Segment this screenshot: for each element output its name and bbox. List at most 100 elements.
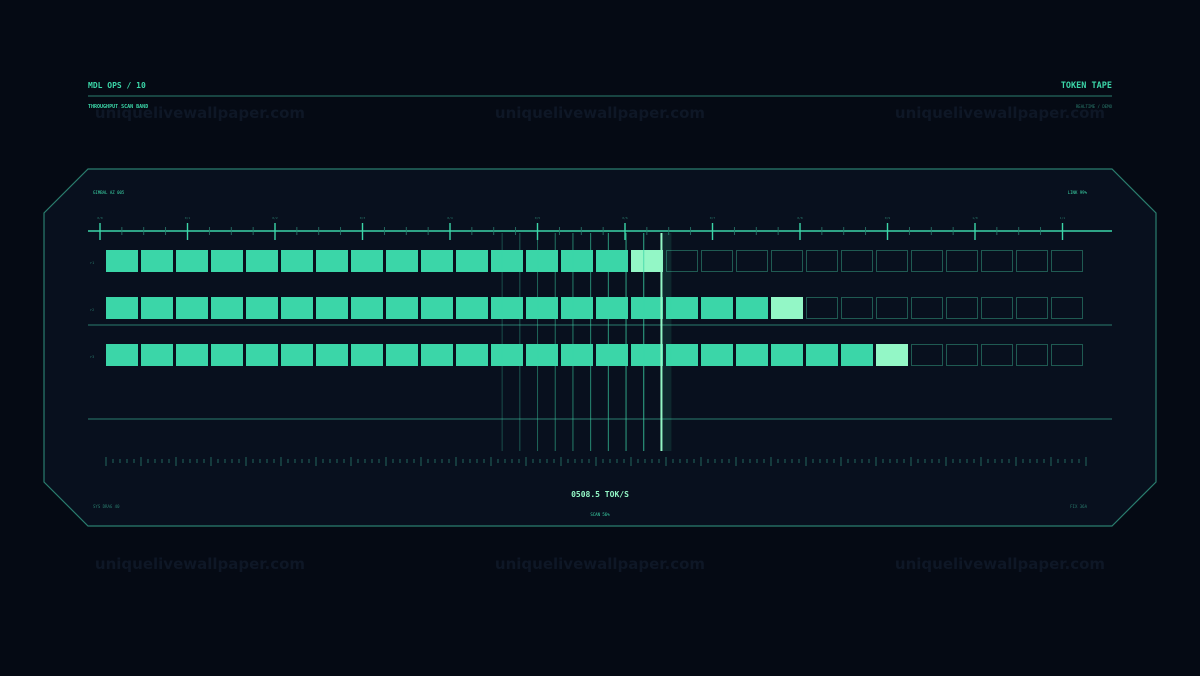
- token-cell-empty: [701, 250, 733, 272]
- token-cell-filled: [316, 344, 348, 366]
- token-cell-filled: [351, 297, 383, 319]
- token-cell-filled: [526, 297, 558, 319]
- ruler-tick-label: 0/6: [622, 216, 628, 220]
- token-cell-filled: [351, 250, 383, 272]
- watermark-text: uniquelivewallpaper.com: [495, 555, 705, 573]
- token-cell-filled: [106, 297, 138, 319]
- token-cell-filled: [421, 297, 453, 319]
- throughput-readout: 0508.5 TOK/S: [571, 490, 629, 499]
- token-cell-filled: [386, 297, 418, 319]
- token-cell-filled: [281, 297, 313, 319]
- token-cell-empty: [1016, 250, 1048, 272]
- token-cell-filled: [106, 250, 138, 272]
- scan-glow: [661, 233, 672, 451]
- token-cell-filled: [561, 250, 593, 272]
- header-left-title: MDL OPS / 10: [88, 81, 146, 90]
- token-cell-filled: [631, 344, 663, 366]
- top-ruler: 0/0 0/1 0/2 0/3 0/4 0/5 0/6 0/7 0/8 0/9 1/0 1/1: [97, 216, 1065, 240]
- token-cell-filled: [141, 344, 173, 366]
- token-cell-filled: [141, 297, 173, 319]
- token-cell-filled: [666, 297, 698, 319]
- token-cell-empty: [841, 250, 873, 272]
- token-cell-filled: [701, 344, 733, 366]
- token-cell-filled: [246, 297, 278, 319]
- watermark-text: uniquelivewallpaper.com: [895, 104, 1105, 122]
- token-cell-filled: [421, 344, 453, 366]
- token-cell-filled: [561, 297, 593, 319]
- panel-corner-bottom-right: FIX 36A: [1070, 504, 1087, 509]
- token-cell-empty: [806, 250, 838, 272]
- token-cell-filled: [316, 297, 348, 319]
- token-cell-filled: [316, 250, 348, 272]
- token-cell-filled: [456, 344, 488, 366]
- token-cell-empty: [876, 250, 908, 272]
- token-cell-filled: [281, 344, 313, 366]
- token-cell-filled: [176, 344, 208, 366]
- panel-corner-top-left: GIMBAL AZ 005: [93, 190, 125, 195]
- ruler-tick-label: 0/3: [360, 216, 366, 220]
- token-cell-empty: [981, 297, 1013, 319]
- token-cell-filled: [491, 250, 523, 272]
- token-cell-empty: [946, 297, 978, 319]
- token-cell-empty: [911, 250, 943, 272]
- watermark-text: uniquelivewallpaper.com: [95, 555, 305, 573]
- ruler-tick-label: 1/0: [972, 216, 978, 220]
- token-cell-filled: [736, 344, 768, 366]
- watermark-text: uniquelivewallpaper.com: [95, 104, 305, 122]
- token-cell-empty: [806, 297, 838, 319]
- ruler-tick-label: 0/9: [885, 216, 891, 220]
- token-cell-filled: [806, 344, 838, 366]
- token-cell-filled: [351, 344, 383, 366]
- token-cell-empty: [1051, 297, 1083, 319]
- token-cell-filled: [701, 297, 733, 319]
- token-cell-filled: [841, 344, 873, 366]
- header-right-title: TOKEN TAPE: [1061, 81, 1112, 91]
- token-cell-filled: [631, 297, 663, 319]
- token-cell-empty: [1051, 250, 1083, 272]
- token-cell-filled: [456, 250, 488, 272]
- token-cell-filled: [211, 297, 243, 319]
- ruler-tick-label: 0/4: [447, 216, 453, 220]
- token-cell-empty: [1016, 344, 1048, 366]
- header-left-subtitle: THROUGHPUT SCAN BAND: [88, 104, 148, 110]
- token-cell-empty: [946, 344, 978, 366]
- ruler-tick-label: 0/0: [97, 216, 103, 220]
- token-cell-empty: [876, 297, 908, 319]
- token-cell-empty: [771, 250, 803, 272]
- token-cell-filled: [211, 250, 243, 272]
- token-tape-rows: r1 r2 r3: [90, 250, 1083, 366]
- token-cell-empty: [841, 297, 873, 319]
- token-cell-empty: [911, 297, 943, 319]
- token-cell-filled: [246, 250, 278, 272]
- token-cell-filled: [281, 250, 313, 272]
- scan-readout: SCAN 56%: [590, 512, 610, 517]
- token-cell-empty: [946, 250, 978, 272]
- watermark-text: uniquelivewallpaper.com: [495, 104, 705, 122]
- token-cell-filled: [561, 344, 593, 366]
- token-cell-filled: [596, 344, 628, 366]
- scan-band: [501, 233, 672, 451]
- token-cell-filled: [176, 297, 208, 319]
- token-cell-active: [876, 344, 908, 366]
- token-cell-filled: [421, 250, 453, 272]
- token-cell-filled: [211, 344, 243, 366]
- token-cell-filled: [176, 250, 208, 272]
- token-cell-empty: [1051, 344, 1083, 366]
- token-cell-filled: [386, 250, 418, 272]
- watermark-text: uniquelivewallpaper.com: [895, 555, 1105, 573]
- ruler-tick-label: 1/1: [1060, 216, 1066, 220]
- token-cell-filled: [596, 250, 628, 272]
- token-cell-filled: [491, 344, 523, 366]
- token-cell-empty: [736, 250, 768, 272]
- token-cell-filled: [526, 250, 558, 272]
- ruler-tick-label: 0/1: [185, 216, 191, 220]
- ruler-tick-label: 0/5: [535, 216, 541, 220]
- row-label: r1: [90, 261, 94, 265]
- token-cell-filled: [596, 297, 628, 319]
- panel-corner-top-right: LINK 99%: [1068, 190, 1088, 195]
- token-cell-filled: [666, 344, 698, 366]
- header-right-subtitle: REALTIME / DEMO: [1076, 104, 1113, 109]
- token-cell-filled: [491, 297, 523, 319]
- token-cell-empty: [981, 250, 1013, 272]
- token-cell-empty: [1016, 297, 1048, 319]
